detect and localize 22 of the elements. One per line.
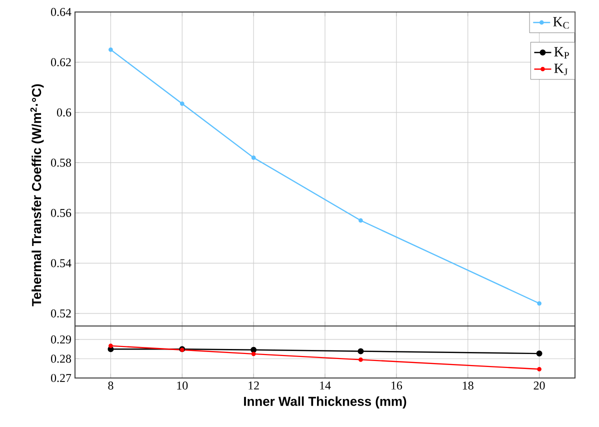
- x-tick-label: 12: [248, 382, 259, 390]
- legend-label: K$_{P}$: [554, 47, 569, 58]
- y-tick-label: 0.27: [51, 374, 72, 382]
- x-tick-label: 20: [534, 382, 545, 390]
- y-tick-label: 0.56: [51, 208, 72, 218]
- legend-label: K$_{J}$: [554, 64, 568, 76]
- y-tick-label: 0.52: [51, 309, 71, 318]
- y-tick-label: 0.54: [51, 259, 72, 268]
- legend-label: K$_{C}$: [553, 17, 569, 29]
- y-tick-label: 0.62: [51, 58, 71, 66]
- y-tick-label: 0.6: [56, 108, 72, 117]
- x-tick-label: 18: [462, 382, 474, 390]
- y-tick-label: 0.29: [51, 335, 71, 344]
- x-tick-label: 16: [392, 382, 402, 390]
- x-tick-label: 8: [108, 382, 114, 390]
- y-tick-label: 0.28: [51, 354, 72, 363]
- x-axis-title: Inner Wall Thickness (mm): [244, 396, 406, 408]
- y-tick-label: 0.58: [51, 158, 72, 167]
- x-tick-label: 10: [177, 382, 188, 390]
- y-tick-label: 0.64: [51, 8, 72, 16]
- y-axis-title: Tehermal Transfer Coeffic (W/m$^{2}$·°C): [30, 84, 44, 306]
- x-tick-label: 14: [320, 382, 331, 390]
